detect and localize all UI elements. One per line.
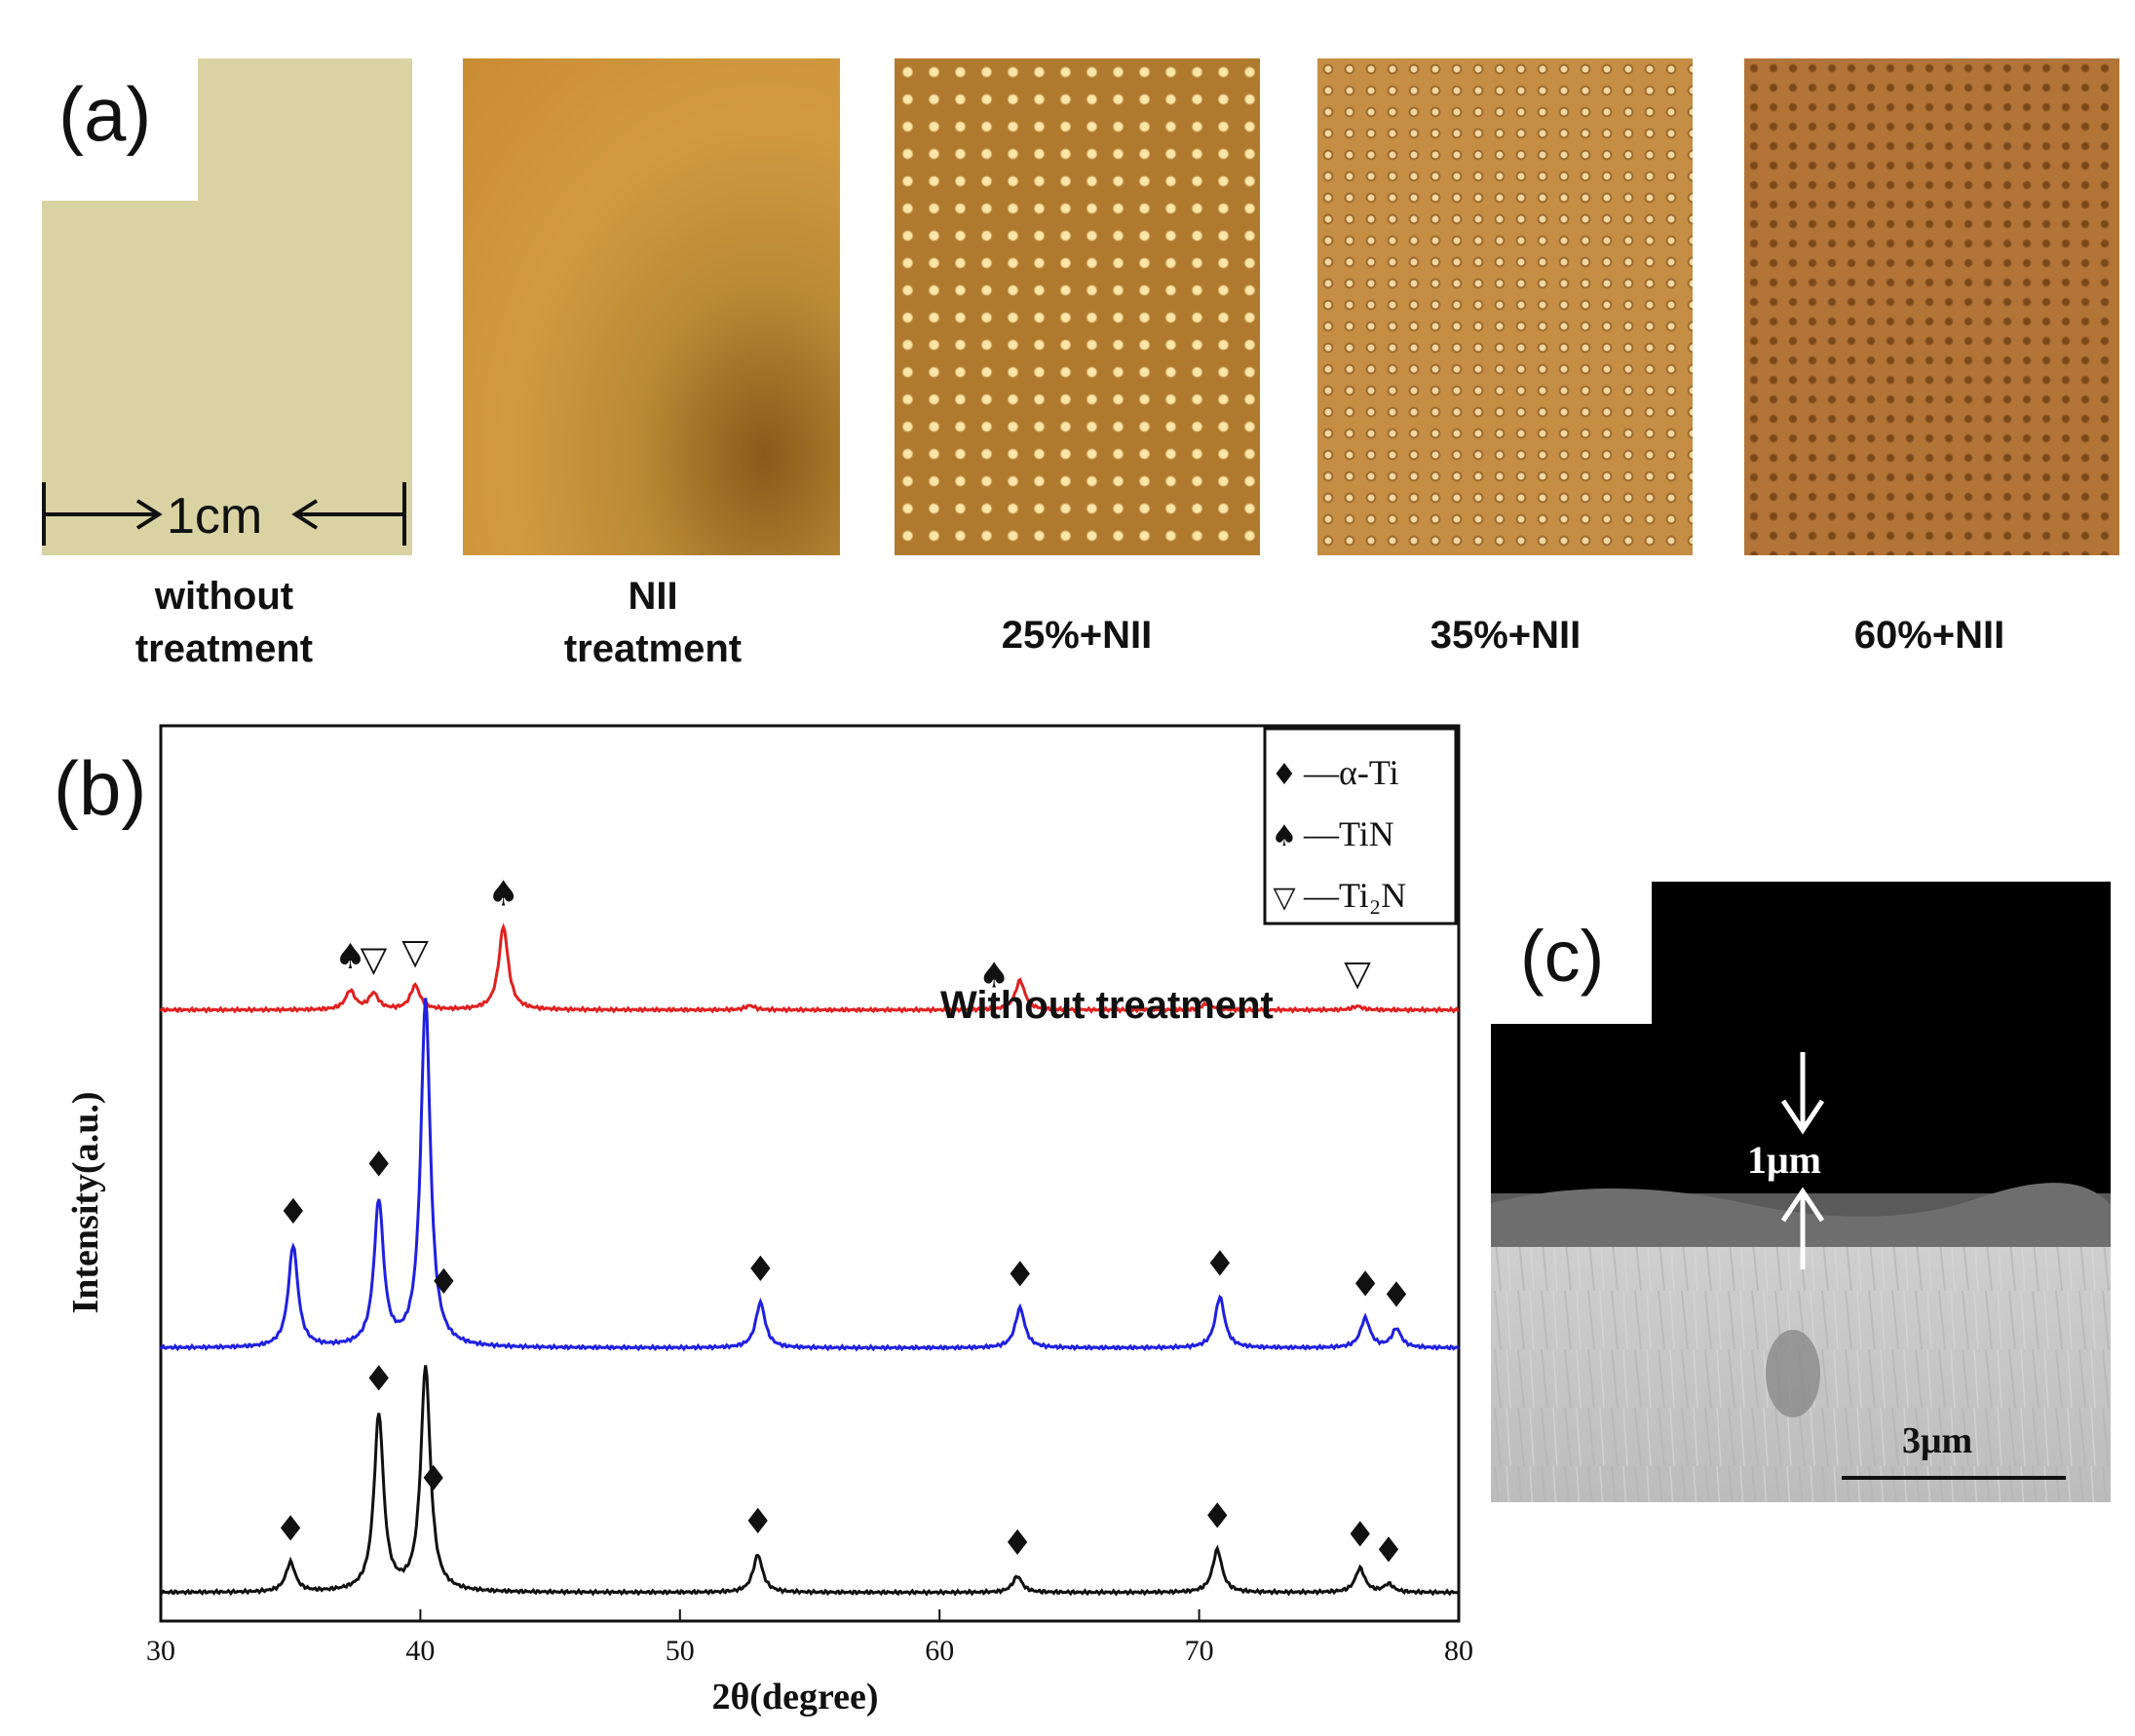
x-tick-label: 30 [146, 1635, 175, 1667]
plot-frame [159, 724, 1461, 1623]
series-line [160, 1365, 1461, 1597]
caption-untreated: without treatment [134, 575, 314, 670]
panel-a-label: (a) [58, 71, 152, 157]
x-tick-label: 60 [925, 1635, 954, 1667]
sem-cross-section: (c) 1μm 3μm [1491, 882, 2111, 1502]
peak-marker: ♦ [418, 1459, 449, 1499]
panel-c-label: (c) [1520, 916, 1605, 997]
peak-marker: ♦ [1201, 1497, 1233, 1537]
sample-photo-nii [463, 58, 840, 555]
sample-photo-35 [1317, 58, 1693, 555]
series-label: Without treatment [940, 984, 1274, 1027]
legend-entry: —Ti₂N [1303, 876, 1406, 915]
y-axis-title: Intensity(a.u.) [65, 1091, 106, 1313]
x-tick-label: 70 [1185, 1635, 1214, 1667]
peak-marker: ♠ [488, 874, 519, 914]
peak-marker: ♦ [1005, 1255, 1036, 1295]
peak-marker: ♦ [1350, 1265, 1381, 1305]
legend-symbol: ♠ [1272, 819, 1298, 853]
peak-marker: ♦ [1373, 1530, 1404, 1570]
sem-image [1491, 882, 2111, 1502]
x-tick-label: 80 [1444, 1635, 1473, 1667]
legend-symbol: ♦ [1272, 758, 1298, 792]
legend-entry: —TiN [1303, 814, 1394, 853]
legend-entry: —α-Ti [1303, 753, 1399, 792]
peak-marker: ♦ [428, 1263, 459, 1302]
sample-photo-60 [1744, 58, 2119, 555]
scale-bar-1cm [42, 482, 406, 546]
peak-marker: ♦ [743, 1502, 774, 1542]
peak-marker: ♦ [278, 1192, 309, 1232]
layer-thickness-label: 1μm [1747, 1138, 1821, 1182]
series-line [159, 998, 1460, 1352]
peak-marker: ♦ [275, 1509, 306, 1549]
sample-photo-untreated: 1cm [42, 58, 412, 555]
peak-marker: ♦ [1381, 1275, 1412, 1315]
peak-marker: ♦ [1345, 1516, 1376, 1556]
panel-b-label: (b) [54, 745, 147, 831]
peak-marker: ♦ [1204, 1244, 1236, 1284]
peak-marker: ▽ [401, 932, 429, 972]
caption-60: 60%+NII [1853, 614, 2005, 657]
x-tick-label: 50 [666, 1635, 695, 1667]
peak-marker: ♠ [334, 937, 365, 977]
peak-marker: ▽ [1344, 954, 1371, 994]
caption-nii: NII treatment [563, 575, 743, 670]
peak-marker: ♦ [744, 1250, 776, 1290]
x-tick-label: 40 [405, 1635, 435, 1667]
peak-marker: ♠ [978, 956, 1010, 996]
caption-25: 25%+NII [1001, 614, 1153, 657]
series-line [159, 923, 1460, 1014]
legend-box [1263, 727, 1458, 925]
peak-marker: ♦ [1002, 1524, 1033, 1564]
sample-photo-25 [895, 58, 1260, 555]
sem-scale-label: 3μm [1902, 1420, 1973, 1461]
peak-marker: ▽ [361, 939, 388, 979]
legend-symbol: ▽ [1273, 881, 1295, 915]
caption-35: 35%+NII [1430, 614, 1582, 657]
peak-marker: ♦ [363, 1145, 395, 1185]
peak-marker: ♦ [363, 1360, 395, 1400]
x-axis-title: 2θ(degree) [711, 1677, 878, 1717]
scale-bar-label: 1cm [167, 488, 263, 545]
